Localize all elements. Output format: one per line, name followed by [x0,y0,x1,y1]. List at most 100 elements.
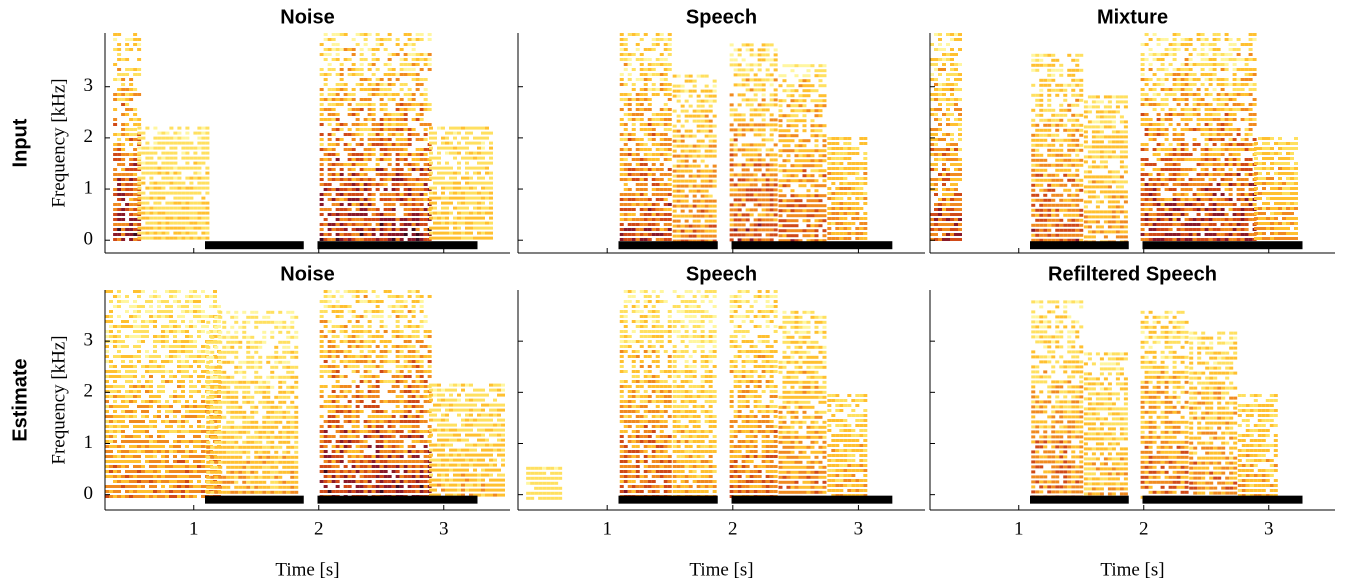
spectrogram-cell [1161,53,1165,56]
spectrogram-cell [652,38,656,41]
spectrogram-cell [1071,124,1075,127]
spectrogram-cell [835,232,839,235]
spectrogram-cell [636,108,640,111]
spectrogram-cell [644,78,648,81]
spectrogram-cell [730,153,734,156]
spectrogram-cell [814,124,818,127]
spectrogram-cell [770,63,774,66]
spectrogram-cell [814,144,818,147]
spectrogram-cell [360,208,364,211]
spectrogram-cell [1063,114,1067,117]
spectrogram-cell [938,103,942,106]
spectrogram-cell [1141,168,1145,171]
spectrogram-cell [364,198,368,201]
spectrogram-cell [1177,163,1181,166]
spectrogram-cell [332,153,336,156]
spectrogram-cell [950,148,954,151]
spectrogram-cell [328,98,332,101]
spectrogram-cell [149,187,153,190]
spectrogram-cell [1173,213,1177,216]
spectrogram-cell [320,238,324,241]
spectrogram-cell [681,105,685,108]
spectrogram-cell [1059,89,1063,92]
spectrogram-cell [1161,63,1165,66]
spectrogram-cell [392,188,396,191]
spectrogram-cell [730,188,734,191]
spectrogram-cell [380,238,384,241]
spectrogram-cell [855,202,859,205]
spectrogram-cell [668,218,672,221]
spectrogram-cell [624,103,628,106]
spectrogram-cell [408,133,412,136]
spectrogram-cell [648,78,652,81]
spectrogram-cell [1039,214,1043,217]
spectrogram-cell [839,212,843,215]
spectrogram-cell [782,129,786,132]
spectrogram-cell [404,53,408,56]
spectrogram-cell [1213,208,1217,211]
spectrogram-cell [424,198,428,201]
spectrogram-cell [485,212,489,215]
spectrogram-cell [437,162,441,165]
spectrogram-cell [1205,143,1209,146]
spectrogram-cell [388,193,392,196]
spectrogram-cell [1031,194,1035,197]
spectrogram-cell [774,168,778,171]
spectrogram-cell [380,168,384,171]
spectrogram-cell [1035,54,1039,57]
spectrogram-cell [946,83,950,86]
spectrogram-cell [344,143,348,146]
spectrogram-cell [153,232,157,235]
spectrogram-cell [368,33,372,36]
spectrogram-cell [770,163,774,166]
spectrogram-cell [1104,95,1108,98]
spectrogram-cell [1157,193,1161,196]
spectrogram-cell [950,103,954,106]
spectrogram-cell [794,179,798,182]
spectrogram-cell [1047,74,1051,77]
spectrogram-cell [1177,173,1181,176]
spectrogram-cell [1047,84,1051,87]
spectrogram-cell [320,223,324,226]
spectrogram-cell [1096,215,1100,218]
spectrogram-cell [746,233,750,236]
spectrogram-cell [1205,58,1209,61]
spectrogram-cell [738,103,742,106]
spectrogram-cell [822,159,826,162]
spectrogram-cell [181,227,185,230]
spectrogram-cell [938,218,942,221]
spectrogram-cell [754,203,758,206]
spectrogram-cell [774,118,778,121]
spectrogram-cell [125,113,129,116]
spectrogram-cell [938,43,942,46]
spectrogram-cell [320,198,324,201]
spectrogram-cell [320,43,324,46]
spectrogram-cell [1165,38,1169,41]
spectrogram-cell [1229,138,1233,141]
spectrogram-cell [117,158,121,161]
spectrogram-cell [738,148,742,151]
spectrogram-cell [412,103,416,106]
spectrogram-cell [746,83,750,86]
spectrogram-cell [149,222,153,225]
spectrogram-cell [640,88,644,91]
spectrogram-cell [1120,115,1124,118]
spectrogram-cell [762,223,766,226]
spectrogram-cell [157,147,161,150]
spectrogram-cell [360,73,364,76]
spectrogram-cell [1079,224,1083,227]
spectrogram-cell [806,174,810,177]
spectrogram-cell [400,148,404,151]
spectrogram-cell [1141,143,1145,146]
spectrogram-cell [1043,234,1047,237]
spectrogram-cell [628,108,632,111]
spectrogram-cell [117,78,121,81]
spectrogram-cell [738,183,742,186]
spectrogram-cell [165,207,169,210]
spectrogram-cell [620,208,624,211]
spectrogram-cell [485,182,489,185]
spectrogram-cell [1031,214,1035,217]
spectrogram-cell [416,58,420,61]
spectrogram-cell [839,232,843,235]
spectrogram-cell [831,237,835,240]
